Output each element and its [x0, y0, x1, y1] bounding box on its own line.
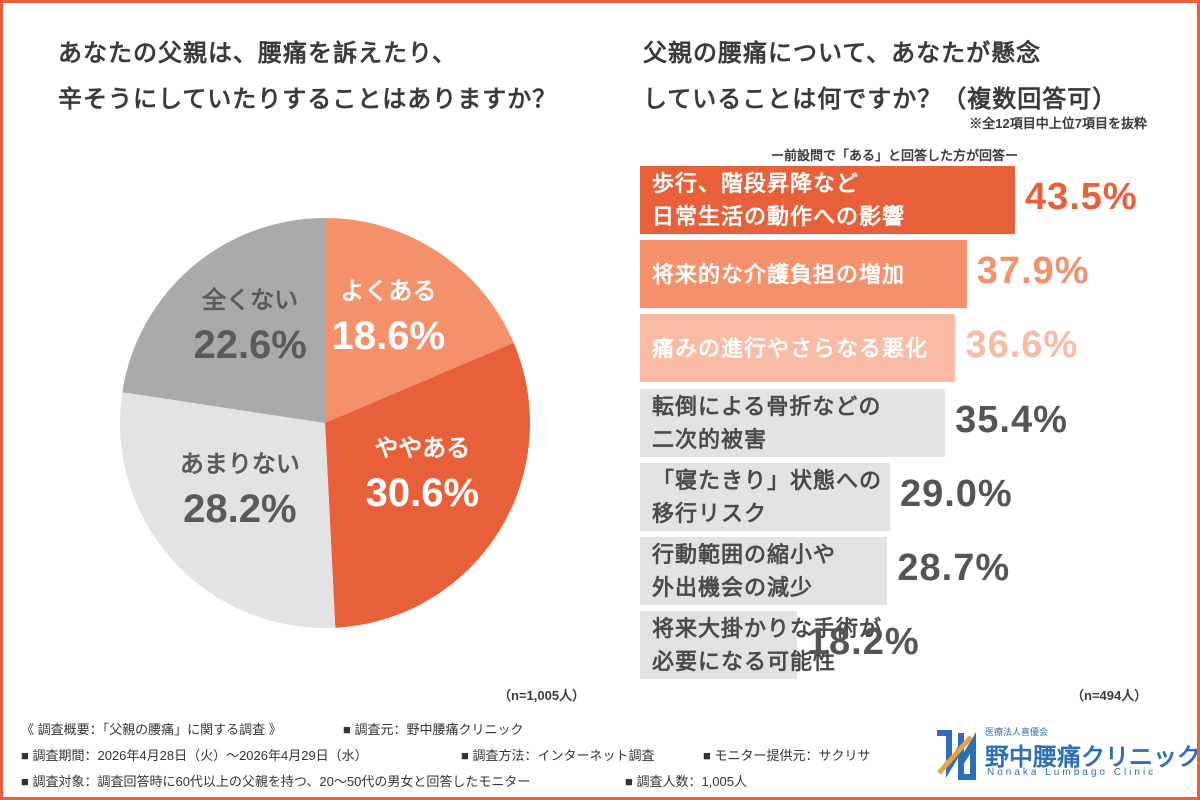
footer-item: ■ 調査元：野中腰痛クリニック	[343, 722, 524, 737]
pie-chart: よくある 18.6% ややある 30.6% あまりない 28.2% 全くない 22.6%	[120, 218, 531, 629]
bar-category: 将来的な介護負担の増加	[652, 261, 906, 287]
pie-slice	[325, 342, 531, 628]
slice-value: 18.6%	[332, 314, 445, 358]
slice-category: あまりない	[180, 451, 300, 478]
logo-english: Nonaka Lumbago Clinic	[987, 767, 1157, 778]
pie-sample: （n=1,005人）	[498, 688, 586, 703]
bar-category: 「寝たきり」状態への 移行リスク	[652, 467, 883, 526]
logo-org: 医療法人喜優会	[985, 727, 1049, 737]
bar-value: 43.5%	[1024, 176, 1138, 218]
bar	[640, 166, 1015, 234]
logo: 医療法人喜優会 野中腰痛クリニック Nonaka Lumbago Clinic	[933, 723, 1197, 785]
footer-item: ■ 調査期間：2026年4月28日（火）～2026年4月29日（水）	[21, 748, 368, 763]
bar-value: 37.9%	[976, 250, 1090, 293]
bar	[640, 388, 946, 457]
pie-slice	[122, 218, 326, 423]
bar-category: 将来大掛かりな手術が 必要になる可能性	[652, 616, 883, 675]
bar-value: 18.2%	[806, 621, 920, 664]
slice-category: よくある	[340, 278, 436, 305]
bar-value: 28.7%	[897, 547, 1011, 589]
slice-category: ややある	[374, 435, 470, 462]
slice-value: 22.6%	[193, 323, 306, 367]
bar-value: 36.6%	[965, 324, 1079, 367]
bar	[640, 537, 888, 605]
bar-chart: 歩行、階段昇降など 日常生活の動作への影響 43.5% 将来的な介護負担の増加 37.…	[3, 3, 1197, 703]
bar-category: 歩行、階段昇降など 日常生活の動作への影響	[652, 171, 906, 229]
bar-sample: （n=494人）	[1071, 688, 1148, 703]
bar-category: 行動範囲の縮小や 外出機会の減少	[652, 542, 837, 600]
bar-value: 29.0%	[899, 472, 1013, 515]
logo-name: 野中腰痛クリニック	[985, 744, 1200, 771]
bar	[640, 240, 967, 309]
bar-note: ※全12項目中上位7項目を抜粋	[969, 116, 1147, 131]
footer-item: ■ 調査人数：1,005人	[625, 774, 747, 789]
pie-slice	[325, 218, 514, 423]
bar	[640, 314, 956, 383]
footer-item: ■ モニター提供元：サクリサ	[703, 748, 871, 763]
bar-category: 痛みの進行やさらなる悪化	[652, 335, 929, 361]
footer-item: ■ 調査方法：インターネット調査	[461, 748, 655, 763]
bar-title: 父親の腰痛について、あなたが懸念 していることは何ですか？（複数回答可）	[643, 40, 1118, 113]
pie-title: あなたの父親は、腰痛を訴えたり、 辛そうにしていたりすることはありますか？	[58, 40, 558, 113]
pie-slice	[120, 392, 336, 629]
bar-subtitle: ー前設問で「ある」と回答した方が回答ー	[771, 148, 1019, 163]
slice-value: 28.2%	[183, 487, 296, 531]
footer-item: 《 調査概要：「父親の腰痛」に関する調査 》	[21, 722, 282, 737]
footer-item: ■ 調査対象：調査回答時に60代以上の父親を持つ、20～50代の男女と回答したモ…	[21, 774, 531, 789]
logo-icon	[937, 730, 976, 780]
slice-value: 30.6%	[366, 471, 479, 515]
slice-category: 全くない	[201, 286, 298, 314]
bar	[640, 611, 797, 680]
bar-value: 35.4%	[955, 398, 1068, 441]
bar-category: 転倒による骨折などの 二次的被害	[652, 393, 882, 452]
bar	[640, 462, 890, 531]
